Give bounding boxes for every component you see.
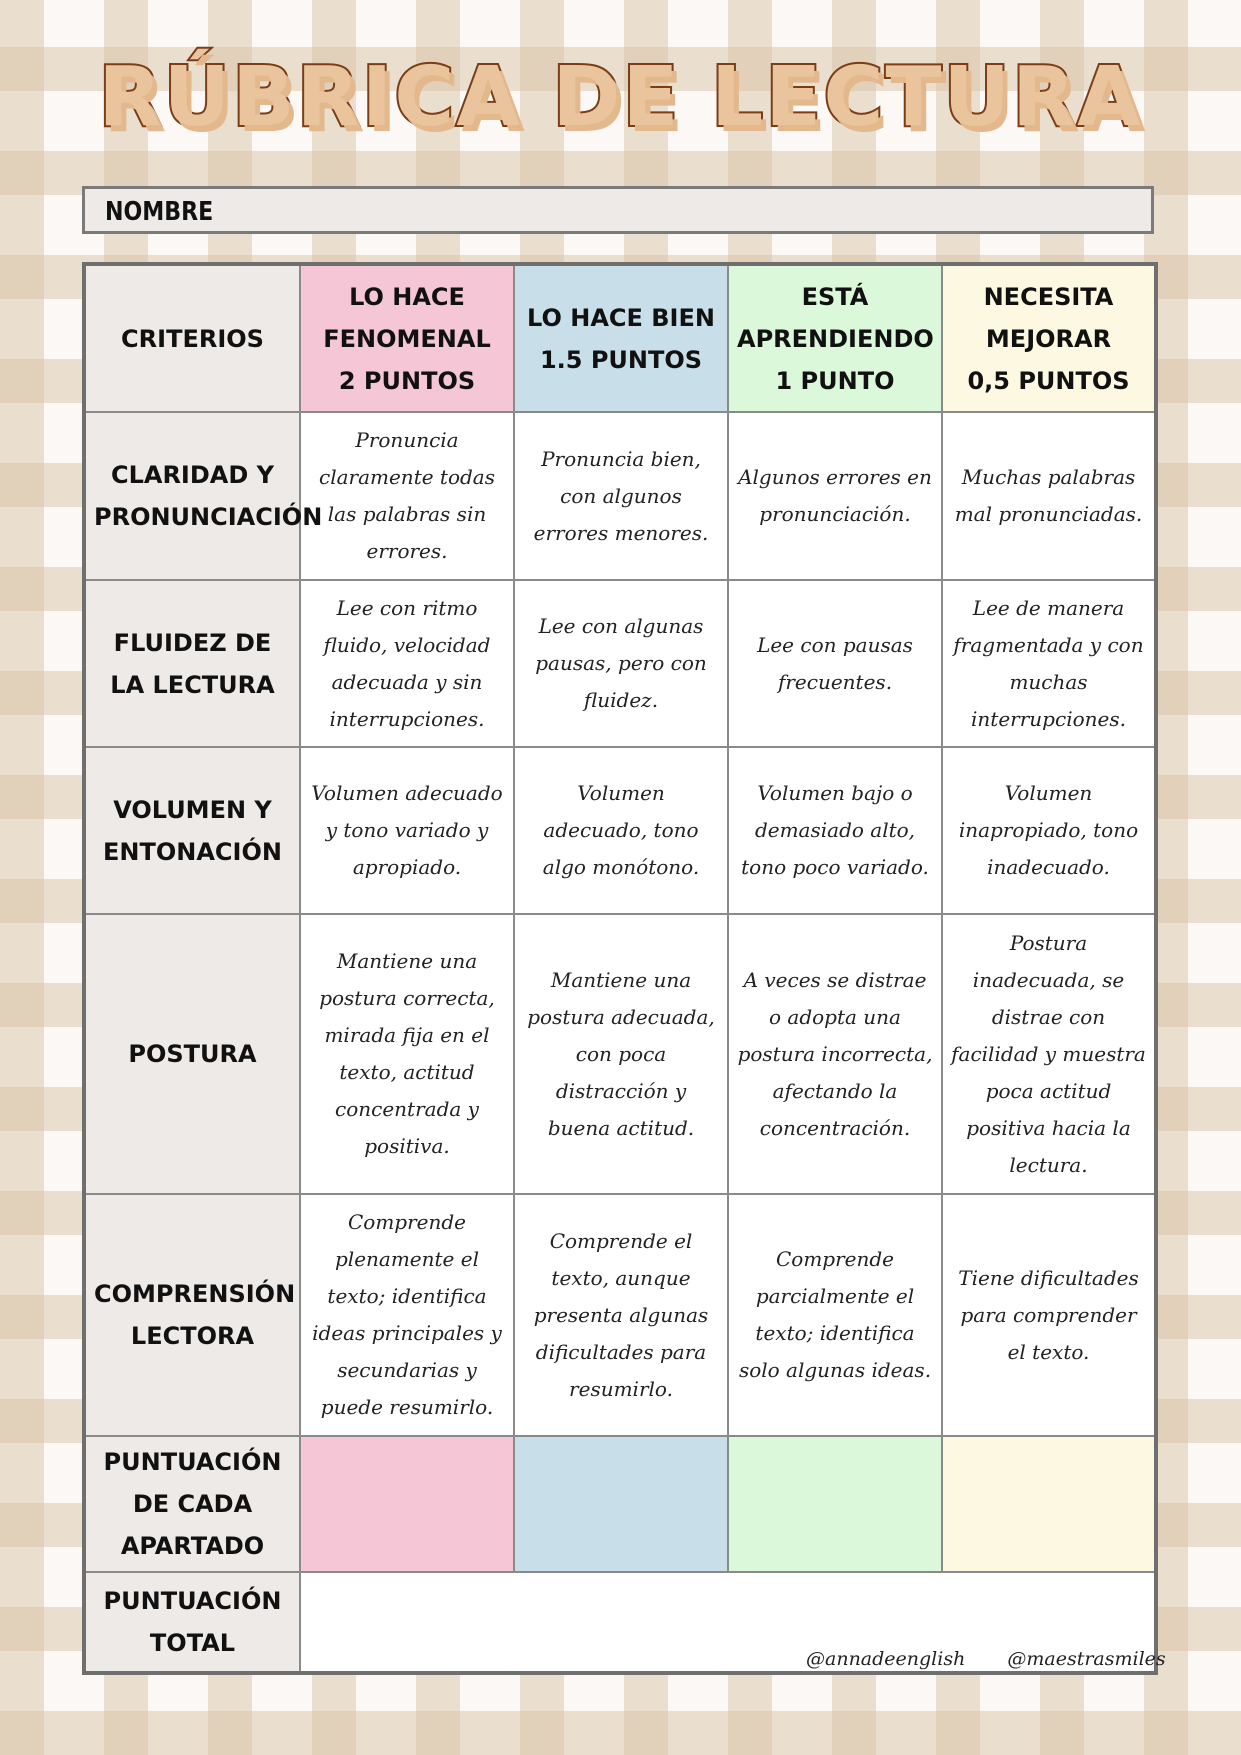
- rubric-cell: Lee con algunas pausas, pero con fluidez…: [513, 579, 729, 748]
- level-line: NECESITA: [983, 282, 1114, 311]
- table-row: FLUIDEZ DE LA LECTURA Lee con ritmo flui…: [83, 579, 1157, 748]
- rubric-cell: Mantiene una postura adecuada, con poca …: [513, 913, 729, 1195]
- rubric-cell: Pronuncia bien, con algunos errores meno…: [513, 411, 729, 581]
- rubric-cell: A veces se distrae o adopta una postura …: [727, 913, 943, 1195]
- score-input-bien[interactable]: [513, 1435, 729, 1573]
- rubric-cell: Volumen adecuado y tono variado y apropi…: [299, 746, 515, 915]
- rubric-table: CRITERIOS LO HACE FENOMENAL 2 PUNTOS LO HA…: [82, 262, 1158, 1675]
- level-line: APRENDIENDO: [737, 324, 934, 353]
- table-row: VOLUMEN Y ENTONACIÓN Volumen adecuado y …: [83, 746, 1157, 915]
- level-header-aprendiendo: ESTÁ APRENDIENDO 1 PUNTO: [727, 263, 943, 413]
- level-line: MEJORAR: [985, 324, 1112, 353]
- header-row: CRITERIOS LO HACE FENOMENAL 2 PUNTOS LO HA…: [83, 263, 1157, 413]
- criteria-header: CRITERIOS: [83, 263, 301, 413]
- level-points: 2 PUNTOS: [338, 366, 476, 395]
- criterion-label: COMPRENSIÓN LECTORA: [83, 1193, 301, 1437]
- name-field[interactable]: NOMBRE: [82, 186, 1154, 234]
- section-score-row: PUNTUACIÓN DE CADA APARTADO: [83, 1435, 1157, 1573]
- section-score-label: PUNTUACIÓN DE CADA APARTADO: [83, 1435, 301, 1573]
- level-line: LO HACE BIEN: [527, 303, 715, 332]
- level-line: LO HACE: [349, 282, 465, 311]
- level-header-bien: LO HACE BIEN 1.5 PUNTOS: [513, 263, 729, 413]
- level-line: ESTÁ: [801, 282, 869, 311]
- rubric-cell: Volumen inapropiado, tono inadecuado.: [941, 746, 1157, 915]
- level-header-fenomenal: LO HACE FENOMENAL 2 PUNTOS: [299, 263, 515, 413]
- total-score-label: PUNTUACIÓN TOTAL: [83, 1571, 301, 1674]
- page-title: RÚBRICA DE LECTURA: [96, 48, 1143, 147]
- level-line: FENOMENAL: [323, 324, 491, 353]
- level-points: 1.5 PUNTOS: [539, 345, 703, 374]
- criterion-label: POSTURA: [83, 913, 301, 1195]
- rubric-cell: Pronuncia claramente todas las palabras …: [299, 411, 515, 581]
- total-score-row: PUNTUACIÓN TOTAL: [83, 1571, 1157, 1674]
- rubric-cell: Comprende plenamente el texto; identific…: [299, 1193, 515, 1437]
- rubric-cell: Volumen adecuado, tono algo monótono.: [513, 746, 729, 915]
- rubric-cell: Tiene dificultades para comprender el te…: [941, 1193, 1157, 1437]
- rubric-cell: Lee de manera fragmentada y con muchas i…: [941, 579, 1157, 748]
- credit-handle: @annadeenglish: [806, 1648, 966, 1670]
- rubric-cell: Mantiene una postura correcta, mirada fi…: [299, 913, 515, 1195]
- criterion-label: VOLUMEN Y ENTONACIÓN: [83, 746, 301, 915]
- score-input-mejorar[interactable]: [941, 1435, 1157, 1573]
- credits: @annadeenglish @maestrasmiles: [806, 1648, 1202, 1670]
- credit-handle: @maestrasmiles: [1007, 1648, 1166, 1670]
- rubric-cell: Lee con ritmo fluido, velocidad adecuada…: [299, 579, 515, 748]
- rubric-cell: Comprende parcialmente el texto; identif…: [727, 1193, 943, 1437]
- table-row: CLARIDAD Y PRONUNCIACIÓN Pronuncia clara…: [83, 411, 1157, 581]
- level-points: 0,5 PUNTOS: [967, 366, 1130, 395]
- criterion-label: CLARIDAD Y PRONUNCIACIÓN: [83, 411, 322, 581]
- name-label: NOMBRE: [105, 197, 214, 227]
- score-input-aprendiendo[interactable]: [727, 1435, 943, 1573]
- rubric-cell: Volumen bajo o demasiado alto, tono poco…: [727, 746, 943, 915]
- rubric-cell: Comprende el texto, aunque presenta algu…: [513, 1193, 729, 1437]
- level-header-mejorar: NECESITA MEJORAR 0,5 PUNTOS: [941, 263, 1157, 413]
- rubric-cell: Muchas palabras mal pronunciadas.: [941, 411, 1157, 581]
- rubric-cell: Algunos errores en pronunciación.: [727, 411, 943, 581]
- score-input-fenomenal[interactable]: [299, 1435, 515, 1573]
- rubric-cell: Lee con pausas frecuentes.: [727, 579, 943, 748]
- criterion-label: FLUIDEZ DE LA LECTURA: [83, 579, 301, 748]
- total-score-input[interactable]: [299, 1571, 1157, 1674]
- level-points: 1 PUNTO: [775, 366, 895, 395]
- table-row: COMPRENSIÓN LECTORA Comprende plenamente…: [83, 1193, 1157, 1437]
- table-row: POSTURA Mantiene una postura correcta, m…: [83, 913, 1157, 1195]
- rubric-cell: Postura inadecuada, se distrae con facil…: [941, 913, 1157, 1195]
